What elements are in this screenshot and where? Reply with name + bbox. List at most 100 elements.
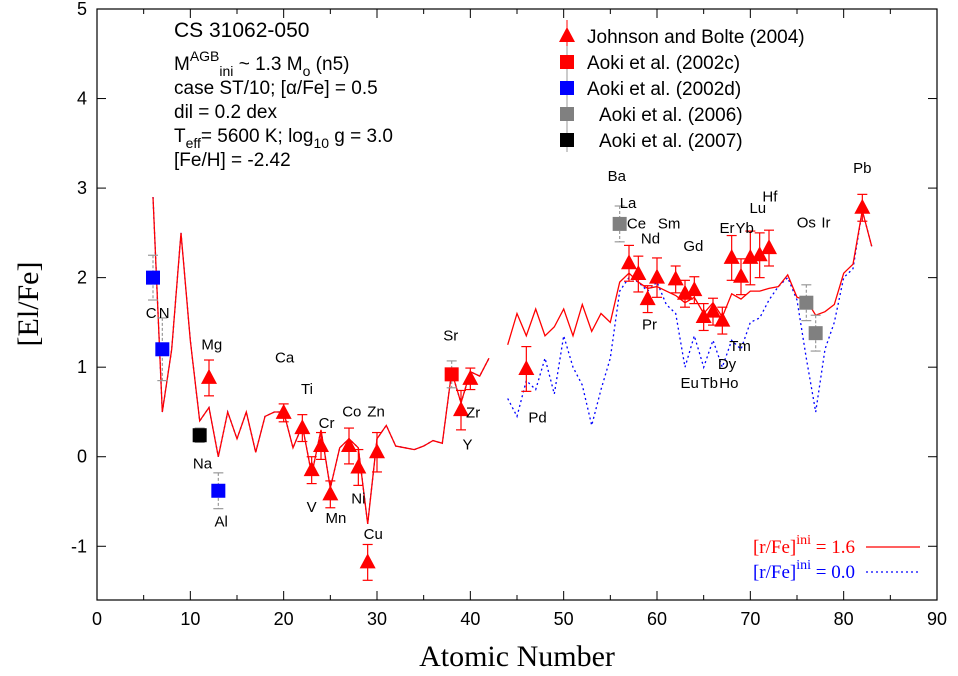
element-label: Mn (326, 510, 347, 527)
element-label: Ce (627, 215, 646, 232)
x-tick-label: 50 (554, 609, 574, 629)
text-part: 10 (313, 135, 329, 151)
data-point-triangle (275, 403, 292, 419)
legend-marker-square (560, 55, 574, 69)
y-tick-label: 1 (77, 357, 87, 377)
model-line (152, 196, 490, 524)
x-tick-label: 10 (180, 609, 200, 629)
x-tick-label: 0 (92, 609, 102, 629)
data-point-triangle (714, 311, 731, 327)
text-part: M (174, 54, 190, 75)
legend-label: Aoki et al. (2002c) (587, 53, 740, 74)
data-point-triangle (695, 308, 712, 324)
data-point-square (444, 367, 459, 382)
legend-label: Aoki et al. (2002d) (587, 79, 741, 100)
element-label: Ba (608, 168, 627, 185)
text-part: eff (186, 135, 201, 151)
text-part: ini (219, 63, 233, 79)
y-axis-title: [El/Fe] (12, 262, 45, 347)
element-label: Ti (301, 381, 313, 398)
legend: Johnson and Bolte (2004) Aoki et al. (200… (559, 20, 805, 152)
element-label: Mg (201, 336, 222, 353)
element-label: Sm (658, 215, 681, 232)
text-part: [Fe/H] = -2.42 (174, 150, 291, 171)
legend-marker-square (560, 133, 574, 147)
x-tick-label: 80 (834, 609, 854, 629)
data-point-triangle (630, 265, 647, 281)
model-line (507, 210, 873, 426)
data-point-triangle (462, 369, 479, 385)
y-tick-label: 5 (77, 0, 87, 19)
element-label: Pb (853, 160, 871, 177)
element-label: Os (797, 214, 816, 231)
data-point-triangle (686, 281, 703, 297)
data-point-square (612, 216, 627, 231)
text-part: o (303, 63, 311, 79)
element-label: Tm (729, 338, 751, 355)
data-point-square (146, 270, 160, 285)
y-tick-label: 0 (77, 447, 87, 467)
info-line: Teff​= 5600 K; log10​ g = 3.0 (174, 126, 393, 151)
x-tick-label: 90 (927, 609, 947, 629)
data-point-triangle (518, 359, 535, 375)
text-part: case ST/10; [α/Fe] = 0.5 (174, 78, 378, 99)
element-label: Pr (642, 317, 657, 334)
x-tick-label: 60 (647, 609, 667, 629)
element-label: Eu (680, 375, 698, 392)
model-legend: [r/Fe]ini​ = 1.6[r/Fe]ini​ = 0.0 (753, 533, 920, 583)
star-name: CS 31062-050 (174, 19, 309, 42)
info-block: CS 31062-050 MAGB​ini​ ~ 1.3 Mo​ (n5)cas… (174, 19, 393, 171)
x-tick-label: 70 (740, 609, 760, 629)
data-point-triangle (369, 443, 385, 459)
legend-label: Aoki et al. (2007) (599, 131, 743, 152)
y-tick-label: 2 (77, 268, 87, 288)
legend-label: Johnson and Bolte (2004) (587, 27, 805, 48)
data-point-triangle (733, 267, 749, 283)
element-label: Gd (683, 238, 703, 255)
legend-marker-triangle (559, 27, 575, 42)
element-label: La (620, 195, 637, 212)
y-tick-label: 3 (77, 178, 87, 198)
data-point-square (808, 326, 823, 341)
text-part: = 0.0 (811, 562, 855, 583)
data-point-triangle (621, 254, 637, 270)
x-axis-title: Atomic Number (419, 640, 615, 673)
element-label: Hf (762, 189, 778, 206)
element-label: C (146, 305, 157, 322)
text-part: (n5) (310, 54, 349, 75)
data-point-triangle (649, 268, 665, 284)
data-point-triangle (341, 436, 357, 452)
data-point-triangle (359, 553, 376, 569)
element-label: Ni (351, 490, 365, 507)
data-point-triangle (723, 248, 740, 264)
data-point-triangle (667, 270, 684, 286)
data-point-triangle (350, 458, 367, 474)
observed-points (146, 193, 871, 581)
legend-marker-square (560, 107, 574, 121)
element-label: Yb (736, 220, 754, 237)
element-label: Sr (443, 327, 458, 344)
element-label: Cu (364, 526, 383, 543)
data-point-triangle (705, 302, 721, 318)
model-legend-label: [r/Fe]ini​ = 0.0 (753, 558, 855, 583)
text-part: ini (796, 558, 811, 573)
model-lines (152, 196, 873, 524)
info-line: dil = 0.2 dex (174, 102, 277, 123)
element-labels: C N Mg Na Al Ca Ti Cr V Mn Co Zn Ni Cu Sr Zr Y Pd Ba La CeNd… (146, 160, 872, 543)
x-tick-label: 30 (367, 609, 387, 629)
info-line: case ST/10; [α/Fe] = 0.5 (174, 78, 378, 99)
element-label: Zn (367, 403, 385, 420)
data-point-triangle (201, 368, 217, 384)
element-label: Ho (719, 375, 738, 392)
data-point-triangle (303, 461, 320, 477)
element-label: Er (720, 220, 735, 237)
info-line: MAGB​ini​ ~ 1.3 Mo​ (n5) (174, 48, 349, 79)
data-point-square (155, 342, 170, 357)
element-label: Ca (275, 350, 295, 367)
text-part: [r/Fe] (753, 537, 796, 558)
text-part: T (174, 126, 186, 147)
text-part: dil = 0.2 dex (174, 102, 277, 123)
data-point-triangle (751, 246, 768, 262)
text-part: = 5600 K; log (201, 126, 314, 147)
